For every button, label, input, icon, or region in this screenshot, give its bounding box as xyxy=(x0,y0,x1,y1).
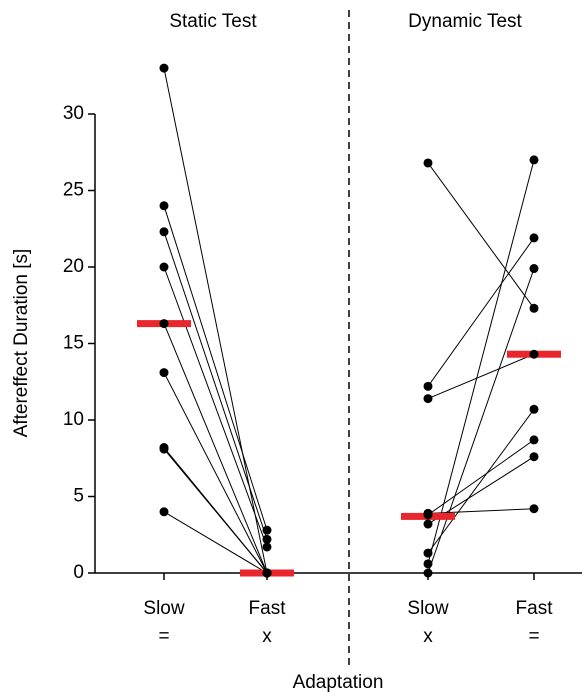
data-point xyxy=(262,568,272,578)
pair-line xyxy=(427,159,535,564)
pair-line xyxy=(427,439,535,516)
data-point xyxy=(159,227,169,237)
data-point xyxy=(529,264,539,274)
data-point xyxy=(159,262,169,272)
y-tick-label: 15 xyxy=(63,333,84,354)
data-point xyxy=(262,542,272,552)
pair-line xyxy=(163,372,268,574)
data-point xyxy=(529,155,539,165)
y-axis-label: Aftereffect Duration [s] xyxy=(11,249,32,438)
pair-line xyxy=(163,511,268,574)
data-point xyxy=(423,510,433,520)
pair-line xyxy=(427,268,535,574)
y-tick-label: 0 xyxy=(73,562,84,583)
y-tick-label: 10 xyxy=(63,409,84,430)
condition-label: = xyxy=(158,626,169,647)
data-point xyxy=(529,435,539,445)
data-point xyxy=(159,319,169,329)
pair-line xyxy=(163,323,268,574)
data-point xyxy=(529,233,539,243)
data-point xyxy=(529,452,539,462)
pair-line xyxy=(163,448,268,574)
data-point xyxy=(423,394,433,404)
data-point xyxy=(159,201,169,211)
y-tick-label: 20 xyxy=(63,256,84,277)
data-point xyxy=(423,559,433,569)
data-point xyxy=(423,519,433,529)
x-tick-label: Fast xyxy=(516,598,554,619)
pair-line xyxy=(427,162,535,309)
pair-line xyxy=(163,266,268,548)
x-axis-label: Adaptation xyxy=(293,672,384,693)
pair-line xyxy=(163,231,268,540)
panel-title: Static Test xyxy=(169,11,257,32)
x-tick-label: Fast xyxy=(249,598,287,619)
condition-label: x xyxy=(423,626,433,647)
data-point xyxy=(423,381,433,391)
data-point xyxy=(262,534,272,544)
data-point xyxy=(529,349,539,359)
data-point xyxy=(529,303,539,313)
data-point xyxy=(529,404,539,414)
x-tick-label: Slow xyxy=(143,598,184,619)
y-tick-label: 25 xyxy=(63,180,84,201)
data-point xyxy=(159,368,169,378)
data-point xyxy=(159,63,169,73)
condition-label: = xyxy=(528,626,539,647)
x-tick-label: Slow xyxy=(407,598,448,619)
panel-title: Dynamic Test xyxy=(408,11,522,32)
data-point xyxy=(423,548,433,558)
pair-line xyxy=(427,508,535,514)
data-point xyxy=(423,568,433,578)
data-point xyxy=(159,444,169,454)
data-point xyxy=(262,525,272,535)
y-tick-label: 5 xyxy=(73,486,84,507)
data-point xyxy=(423,158,433,168)
pair-line xyxy=(427,456,535,525)
pair-line xyxy=(427,408,535,554)
pair-line xyxy=(163,205,268,531)
pair-line xyxy=(427,353,535,400)
data-point xyxy=(159,507,169,517)
condition-label: x xyxy=(262,626,272,647)
y-tick-label: 30 xyxy=(63,103,84,124)
data-point xyxy=(529,504,539,514)
pair-line xyxy=(427,237,535,387)
